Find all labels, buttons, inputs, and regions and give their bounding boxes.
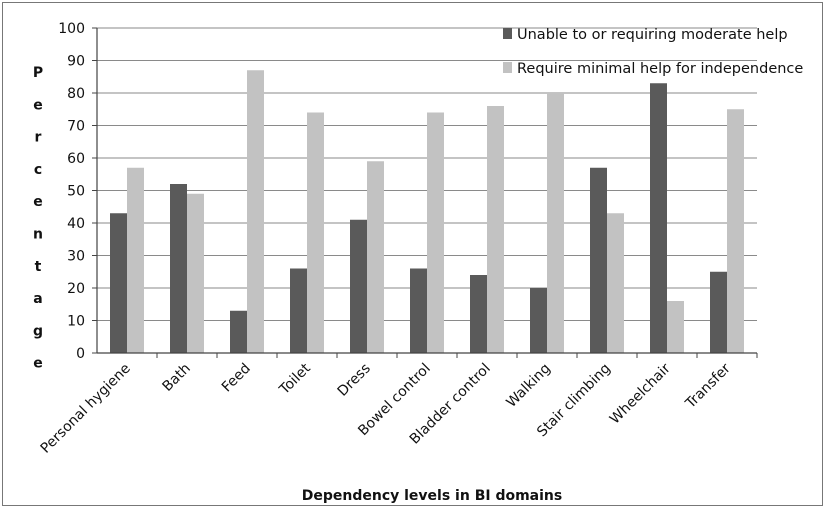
bar-moderate-help	[530, 288, 547, 353]
y-axis-label-letter: r	[35, 130, 42, 146]
y-axis-label-letter: e	[33, 356, 43, 372]
y-axis-label-letter: P	[33, 65, 43, 81]
y-axis-label-letter: c	[34, 162, 42, 178]
bar-minimal-help	[667, 301, 684, 353]
y-tick-label: 30	[67, 249, 85, 265]
y-axis-label-letter: t	[35, 259, 42, 275]
y-axis-label-letter: a	[33, 291, 42, 307]
y-axis-label-letter: n	[33, 227, 43, 243]
x-axis-label: Dependency levels in BI domains	[302, 488, 562, 504]
bar-minimal-help	[727, 109, 744, 353]
y-tick-label: 40	[67, 216, 85, 232]
bar-minimal-help	[307, 112, 324, 353]
gridlines	[97, 27, 757, 321]
bar-minimal-help	[427, 112, 444, 353]
bar-moderate-help	[410, 268, 427, 353]
y-axis-label-letter: e	[33, 97, 43, 113]
y-tick-label: 50	[67, 184, 85, 200]
bar-moderate-help	[290, 268, 307, 353]
y-axis-label-letter: e	[33, 194, 43, 210]
y-tick-label: 20	[67, 281, 85, 297]
bar-minimal-help	[607, 213, 624, 353]
legend-swatch	[503, 62, 512, 73]
bar-moderate-help	[350, 219, 367, 353]
y-tick-label: 0	[76, 346, 85, 362]
bar-moderate-help	[470, 275, 487, 353]
legend: Unable to or requiring moderate help Requ…	[503, 27, 803, 77]
legend-swatch	[503, 28, 512, 39]
y-tick-label: 80	[67, 86, 85, 102]
bar-minimal-help	[367, 161, 384, 353]
bar-minimal-help	[487, 106, 504, 353]
bar-minimal-help	[247, 70, 264, 353]
bar-moderate-help	[170, 184, 187, 353]
bar-moderate-help	[230, 310, 247, 353]
y-tick-label: 10	[67, 314, 85, 330]
y-tick-label: 70	[67, 119, 85, 135]
y-tick-label: 100	[58, 21, 85, 37]
bar-moderate-help	[110, 213, 127, 353]
bars	[110, 70, 744, 353]
y-tick-label: 60	[67, 151, 85, 167]
bar-minimal-help	[127, 167, 144, 353]
bar-moderate-help	[710, 271, 727, 353]
bar-minimal-help	[187, 193, 204, 353]
bar-minimal-help	[547, 93, 564, 353]
y-axis-label-letter: g	[33, 323, 43, 339]
y-tick-labels: 0 10 20 30 40 50 60 70 80 90 100	[58, 21, 85, 362]
legend-label: Require minimal help for independence	[517, 61, 803, 77]
axes	[92, 27, 758, 358]
bar-moderate-help	[590, 167, 607, 353]
y-tick-label: 90	[67, 54, 85, 70]
legend-label: Unable to or requiring moderate help	[517, 27, 788, 43]
bar-moderate-help	[650, 83, 667, 353]
